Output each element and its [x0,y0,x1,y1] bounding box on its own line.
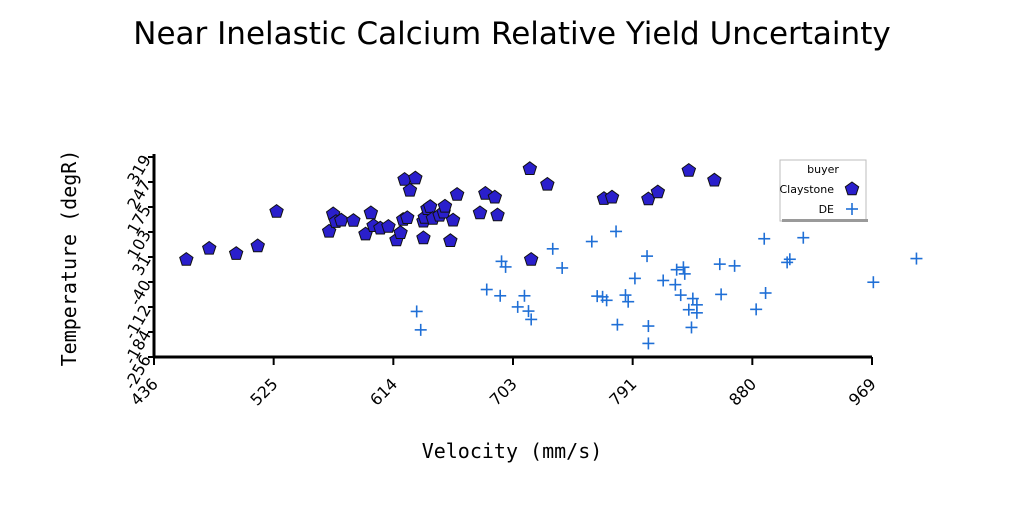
data-point [713,258,726,271]
data-point [443,233,458,247]
data-point [522,305,535,318]
data-point [437,198,453,213]
data-point [511,300,524,313]
legend-pentagon-marker [844,181,860,196]
data-point [685,321,698,334]
x-tick-label: 880 [725,374,760,409]
data-point [540,176,555,191]
data-point [678,267,691,280]
x-tick-label: 525 [246,374,281,409]
x-tick-label: 791 [605,374,640,409]
x-tick-label: 703 [486,374,521,409]
data-point [611,318,624,331]
legend-shadow [782,219,868,222]
legend-plus-marker [846,203,858,215]
data-point [600,294,613,307]
data-point [445,212,461,227]
data-point [400,210,415,224]
data-point [610,225,623,238]
data-point [518,289,531,302]
x-axis-ticks: 436 525 614 703 791 880 969 [127,357,880,409]
data-point [499,260,512,273]
x-tick-label: 969 [845,374,880,409]
y-axis-label: Temperature (degR) [57,150,81,367]
data-point [682,303,695,316]
data-point [690,306,703,319]
data-point [642,320,655,333]
data-point [179,251,194,266]
data-point [522,161,538,175]
data-point [269,203,284,218]
data-point [750,303,763,316]
data-point [686,292,699,305]
data-point [228,246,244,260]
legend-marker-claystone [844,181,860,196]
data-point [490,207,505,222]
data-point [414,323,427,336]
data-point [758,232,771,245]
data-point [781,256,794,269]
data-point [650,184,666,199]
data-point [628,272,641,285]
data-point [619,289,632,302]
data-point [410,305,423,318]
data-point [759,287,772,299]
data-point [707,172,722,187]
legend-title: buyer [807,163,839,176]
legend-label-de: DE [819,203,834,216]
data-point [728,259,741,272]
data-point [604,189,620,204]
data-point [867,276,880,289]
data-point [642,337,655,350]
data-point [669,278,682,291]
data-point [422,199,438,213]
data-point [381,218,396,233]
data-point [783,253,796,266]
data-point [681,162,697,177]
data-point [715,288,728,301]
data-point [525,313,538,326]
data-point [523,251,539,266]
data-point [202,240,217,255]
data-point [449,186,465,201]
data-point [334,212,349,227]
legend-marker-de [846,203,858,215]
data-point [585,235,598,248]
data-point [556,261,569,274]
chart-title: Near Inelastic Calcium Relative Yield Un… [133,16,890,52]
legend-label-claystone: Claystone [779,183,834,196]
data-point [408,170,423,185]
data-point [480,283,493,296]
data-point [250,238,265,253]
data-point [674,289,687,302]
data-point [416,230,431,245]
data-point [402,182,418,197]
data-point [657,274,670,287]
data-point [797,231,810,244]
data-point [641,250,654,263]
legend: buyer Claystone DE [779,159,868,222]
x-tick-label: 614 [366,374,401,409]
data-point [546,242,559,255]
data-point [670,263,683,276]
data-point [346,213,361,227]
data-point [910,252,923,265]
series-de [410,225,923,350]
data-point [472,205,488,220]
data-point [677,261,690,274]
data-point [487,189,503,204]
data-point [494,289,507,302]
plot-area [179,161,923,350]
data-point [622,295,635,308]
x-axis-label: Velocity (mm/s) [422,439,603,463]
data-point [393,225,408,239]
data-point [363,205,379,220]
series-claystone [179,161,722,266]
